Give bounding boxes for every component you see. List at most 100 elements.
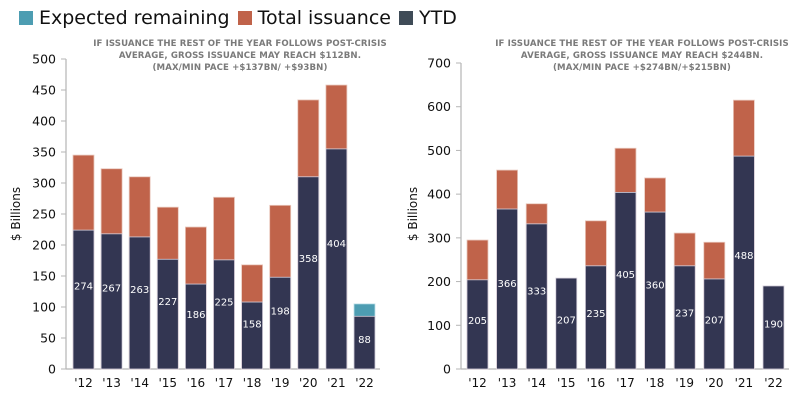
bar-ytd — [525, 223, 548, 370]
bar-data-label: 488 — [734, 251, 753, 262]
bar-ytd — [353, 315, 376, 370]
y-tick-label: 300 — [427, 230, 451, 245]
bar-ytd — [466, 279, 489, 370]
bar-ytd — [297, 176, 320, 370]
bar-ytd — [241, 301, 264, 370]
y-tick-label: 250 — [32, 207, 56, 222]
x-tick-label: '15 — [557, 376, 576, 390]
bar-ytd — [496, 208, 519, 370]
bar-data-label: 225 — [214, 297, 233, 308]
y-tick-label: 400 — [427, 187, 451, 202]
x-tick-label: '19 — [675, 376, 694, 390]
bar-data-label: 267 — [102, 284, 121, 295]
legend-swatch-expected-remaining — [19, 11, 33, 25]
chart-subtitle-line: (MAX/MIN PACE +$274BN/+$215BN) — [553, 63, 731, 73]
bar-ytd — [733, 155, 755, 370]
legend-swatch-ytd — [398, 11, 413, 25]
y-tick-label: 150 — [32, 269, 56, 284]
y-tick-label: 100 — [427, 318, 451, 333]
bar-ytd — [673, 265, 696, 370]
bar-ytd — [762, 285, 785, 370]
bar-ytd — [269, 276, 292, 370]
bar-ytd — [614, 191, 637, 370]
bar-data-label: 186 — [186, 310, 205, 321]
chart-subtitle-line: IF ISSUANCE THE REST OF THE YEAR FOLLOWS… — [495, 39, 789, 49]
y-tick-label: 200 — [32, 238, 56, 253]
x-tick-label: '22 — [764, 376, 783, 390]
bar-data-label: 366 — [498, 279, 517, 290]
x-tick-label: '19 — [271, 376, 290, 390]
x-tick-label: '22 — [355, 376, 374, 390]
chart-subtitle-line: AVERAGE, GROSS ISSUANCE MAY REACH $244BN… — [521, 51, 763, 61]
y-tick-label: 100 — [32, 300, 56, 315]
bar-ytd — [555, 277, 578, 370]
y-tick-label: 700 — [427, 56, 451, 71]
bar-ytd — [100, 233, 123, 370]
bar-ytd — [644, 211, 666, 370]
y-axis-label: $ Billions — [406, 187, 420, 241]
x-tick-label: '21 — [327, 376, 346, 390]
bar-data-label: 405 — [616, 270, 635, 281]
y-tick-label: 500 — [427, 143, 451, 158]
bar-data-label: 205 — [468, 316, 487, 327]
y-tick-label: 450 — [32, 83, 56, 98]
legend: Expected remaining Total issuance YTD — [19, 6, 465, 30]
x-tick-label: '16 — [587, 376, 606, 390]
legend-label: YTD — [418, 7, 457, 29]
legend-swatch-total-issuance — [237, 11, 252, 25]
bar-data-label: 358 — [299, 254, 318, 265]
legend-item-expected-remaining: Expected remaining — [19, 7, 230, 29]
bar-ytd — [128, 236, 151, 370]
x-tick-label: '17 — [616, 376, 635, 390]
bar-data-label: 274 — [74, 282, 93, 293]
x-tick-label: '18 — [243, 376, 262, 390]
bar-ytd — [72, 229, 95, 370]
chart-subtitle-line: IF ISSUANCE THE REST OF THE YEAR FOLLOWS… — [93, 39, 387, 49]
bar-data-label: 235 — [586, 309, 605, 320]
chart-left: IF ISSUANCE THE REST OF THE YEAR FOLLOWS… — [9, 39, 387, 390]
bar-data-label: 404 — [327, 239, 346, 250]
chart-right: IF ISSUANCE THE REST OF THE YEAR FOLLOWS… — [406, 39, 789, 390]
x-tick-label: '12 — [74, 376, 93, 390]
x-tick-label: '14 — [527, 376, 546, 390]
chart-subtitle-line: (MAX/MIN PACE +$137BN/ +$93BN) — [153, 63, 328, 73]
bar-ytd — [325, 148, 348, 370]
x-tick-label: '18 — [646, 376, 665, 390]
bar-ytd — [156, 258, 179, 370]
x-tick-label: '15 — [159, 376, 178, 390]
bar-data-label: 207 — [557, 315, 576, 326]
bar-data-label: 190 — [764, 319, 783, 330]
x-tick-label: '13 — [102, 376, 121, 390]
bar-data-label: 198 — [271, 306, 290, 317]
y-tick-label: 400 — [32, 114, 56, 129]
y-tick-label: 200 — [427, 274, 451, 289]
x-tick-label: '12 — [468, 376, 487, 390]
bar-data-label: 360 — [646, 280, 665, 291]
bar-data-label: 88 — [358, 335, 371, 346]
bar-ytd — [585, 265, 607, 370]
y-tick-label: 500 — [32, 52, 56, 67]
bar-data-label: 333 — [527, 287, 546, 298]
bar-data-label: 158 — [243, 319, 262, 330]
y-tick-label: 350 — [32, 145, 56, 160]
bar-data-label: 263 — [130, 285, 149, 296]
x-tick-label: '20 — [299, 376, 318, 390]
y-tick-label: 0 — [48, 362, 56, 377]
bar-data-label: 207 — [705, 316, 724, 327]
x-tick-label: '13 — [498, 376, 517, 390]
chart-subtitle-line: AVERAGE, GROSS ISSUANCE MAY REACH $112BN… — [119, 51, 361, 61]
bar-data-label: 237 — [675, 309, 694, 320]
bar-ytd — [213, 259, 235, 370]
x-tick-label: '14 — [130, 376, 149, 390]
bar-ytd — [703, 278, 726, 370]
y-tick-label: 0 — [443, 362, 451, 377]
x-tick-label: '17 — [215, 376, 234, 390]
legend-label: Expected remaining — [39, 7, 230, 29]
bar-ytd — [184, 283, 207, 370]
x-tick-label: '16 — [187, 376, 206, 390]
x-tick-label: '21 — [735, 376, 754, 390]
y-tick-label: 600 — [427, 99, 451, 114]
y-axis-label: $ Billions — [9, 187, 23, 241]
bar-data-label: 227 — [158, 297, 177, 308]
